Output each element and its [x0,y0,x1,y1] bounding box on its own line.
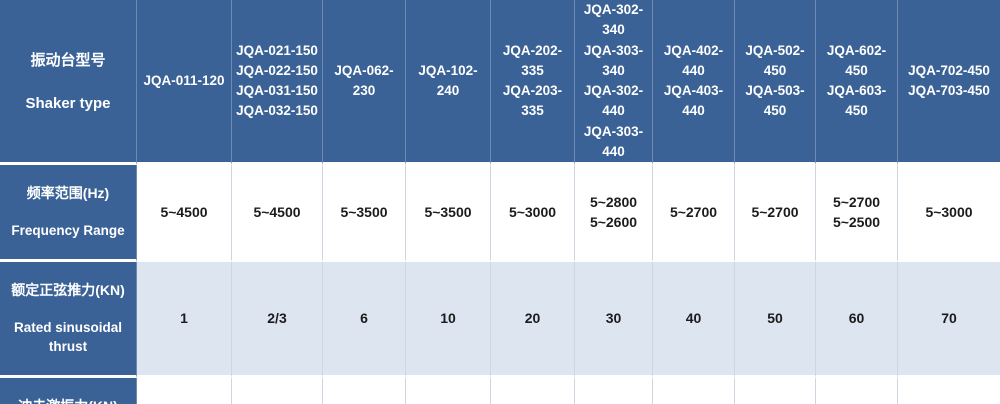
row-header-en: Rated sinusoidal thrust [13,319,123,354]
row-header: 额定正弦推力(KN) Rated sinusoidal thrust [0,261,137,378]
row-header-zh: 冲击激振力(KN) [2,396,134,404]
cell: 2 [137,377,232,404]
cell: 120/180* [816,377,898,404]
column-header: JQA-302-340 JQA-303-340 JQA-302-440 JQA-… [575,0,653,165]
shock-force-row: 冲击激振力(KN) Shock force 2 4/6 12 20 40/60*… [0,377,1000,404]
row-header-zh: 额定正弦推力(KN) [11,281,125,298]
cell: 4/6 [232,377,323,404]
row-header-en: Frequency Range [11,223,125,238]
column-header: JQA-102-240 [406,0,491,165]
row-header: 频率范围(Hz) Frequency Range [0,165,137,262]
cell: 5~2700 5~2500 [816,165,898,262]
cell: 20 [491,261,575,378]
corner-header-en: Shaker type [25,95,111,113]
row-header-zh: 频率范围(Hz) [26,185,110,201]
cell: 5~3000 [491,165,575,262]
cell: 20 [406,377,491,404]
header-row: 振动台型号 Shaker type JQA-011-120 JQA-021-15… [0,0,1000,165]
cell: 10 [406,261,491,378]
column-header: JQA-702-450 JQA-703-450 [898,0,1000,165]
column-header: JQA-011-120 [137,0,232,165]
cell: 5~4500 [137,165,232,262]
cell: 140 [898,377,1000,404]
cell: 60 [816,261,898,378]
cell: 30 [575,261,653,378]
cell: 5~4500 [232,165,323,262]
cell: 5~2700 [653,165,735,262]
cell: 2/3 [232,261,323,378]
frequency-range-row: 频率范围(Hz) Frequency Range 5~4500 5~4500 5… [0,165,1000,262]
cell: 12 [323,377,406,404]
cell: 40/60* [491,377,575,404]
cell: 5~2800 5~2600 [575,165,653,262]
cell: 1 [137,261,232,378]
row-header: 冲击激振力(KN) Shock force [0,377,137,404]
cell: 6 [323,261,406,378]
cell: 5~3500 [323,165,406,262]
column-header: JQA-202-335 JQA-203-335 [491,0,575,165]
corner-header-zh: 振动台型号 [30,51,106,69]
cell: 5~3500 [406,165,491,262]
cell: 40 [653,261,735,378]
column-header: JQA-021-150 JQA-022-150 JQA-031-150 JQA-… [232,0,323,165]
column-header: JQA-062-230 [323,0,406,165]
cell: 5~2700 [735,165,816,262]
cell: 100/150* [735,377,816,404]
column-header: JQA-602-450 JQA-603-450 [816,0,898,165]
column-header: JQA-502-450 JQA-503-450 [735,0,816,165]
cell: 60/90* [575,377,653,404]
cell: 80/120* [653,377,735,404]
corner-header: 振动台型号 Shaker type [0,0,137,165]
cell: 5~3000 [898,165,1000,262]
cell: 50 [735,261,816,378]
cell: 70 [898,261,1000,378]
rated-thrust-row: 额定正弦推力(KN) Rated sinusoidal thrust 1 2/3… [0,261,1000,378]
column-header: JQA-402-440 JQA-403-440 [653,0,735,165]
